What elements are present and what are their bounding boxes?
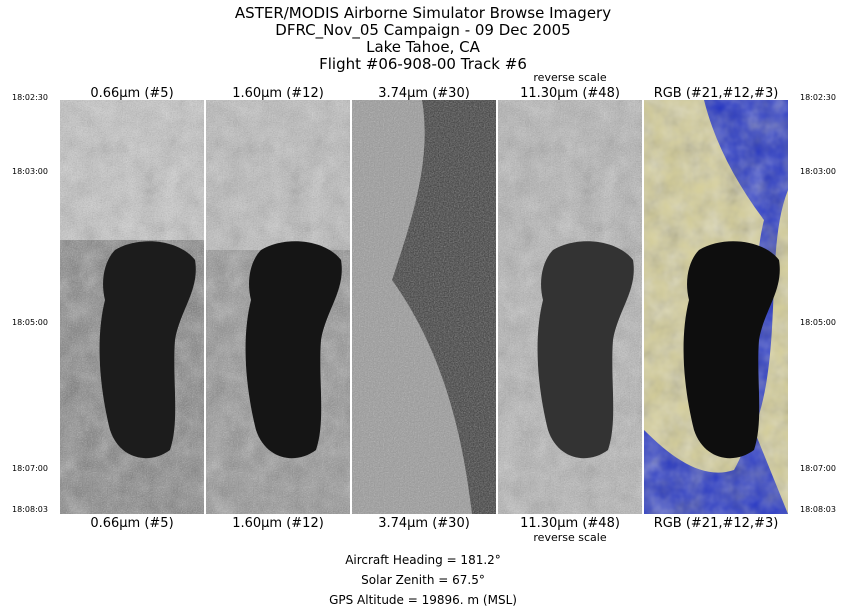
panel-label: 0.66μm (#5) [90, 86, 173, 101]
image-panel [60, 100, 204, 514]
panel-note: reverse scale [533, 531, 606, 544]
time-label: 18:03:00 [12, 167, 48, 176]
image-panel [498, 100, 642, 514]
image-panel [644, 100, 788, 514]
time-label: 18:02:30 [12, 93, 48, 102]
time-label: 18:08:03 [800, 505, 836, 514]
image-panel [352, 100, 496, 514]
panel-label: 3.74μm (#30) [378, 86, 470, 101]
flight: Flight #06-908-00 Track #6 [319, 55, 527, 73]
subtitle: DFRC_Nov_05 Campaign - 09 Dec 2005 [275, 21, 570, 40]
panel-label: 11.30μm (#48) [520, 86, 620, 101]
footer-line: Aircraft Heading = 181.2° [345, 553, 501, 567]
time-label: 18:08:03 [12, 505, 48, 514]
location: Lake Tahoe, CA [366, 38, 480, 56]
time-label: 18:03:00 [800, 167, 836, 176]
image-panel [206, 100, 350, 514]
panel-label: RGB (#21,#12,#3) [654, 516, 779, 531]
panel-label: 1.60μm (#12) [232, 516, 324, 531]
time-label: 18:02:30 [800, 93, 836, 102]
time-label: 18:07:00 [800, 464, 836, 473]
time-label: 18:05:00 [800, 318, 836, 327]
time-label: 18:07:00 [12, 464, 48, 473]
footer-line: GPS Altitude = 19896. m (MSL) [329, 593, 517, 607]
footer-line: Solar Zenith = 67.5° [361, 573, 485, 587]
panel-label: 1.60μm (#12) [232, 86, 324, 101]
time-label: 18:05:00 [12, 318, 48, 327]
panel-label: 11.30μm (#48) [520, 516, 620, 531]
panel-note: reverse scale [533, 71, 606, 84]
panel-label: RGB (#21,#12,#3) [654, 86, 779, 101]
panel-label: 0.66μm (#5) [90, 516, 173, 531]
panel-label: 3.74μm (#30) [378, 516, 470, 531]
title: ASTER/MODIS Airborne Simulator Browse Im… [235, 4, 611, 22]
